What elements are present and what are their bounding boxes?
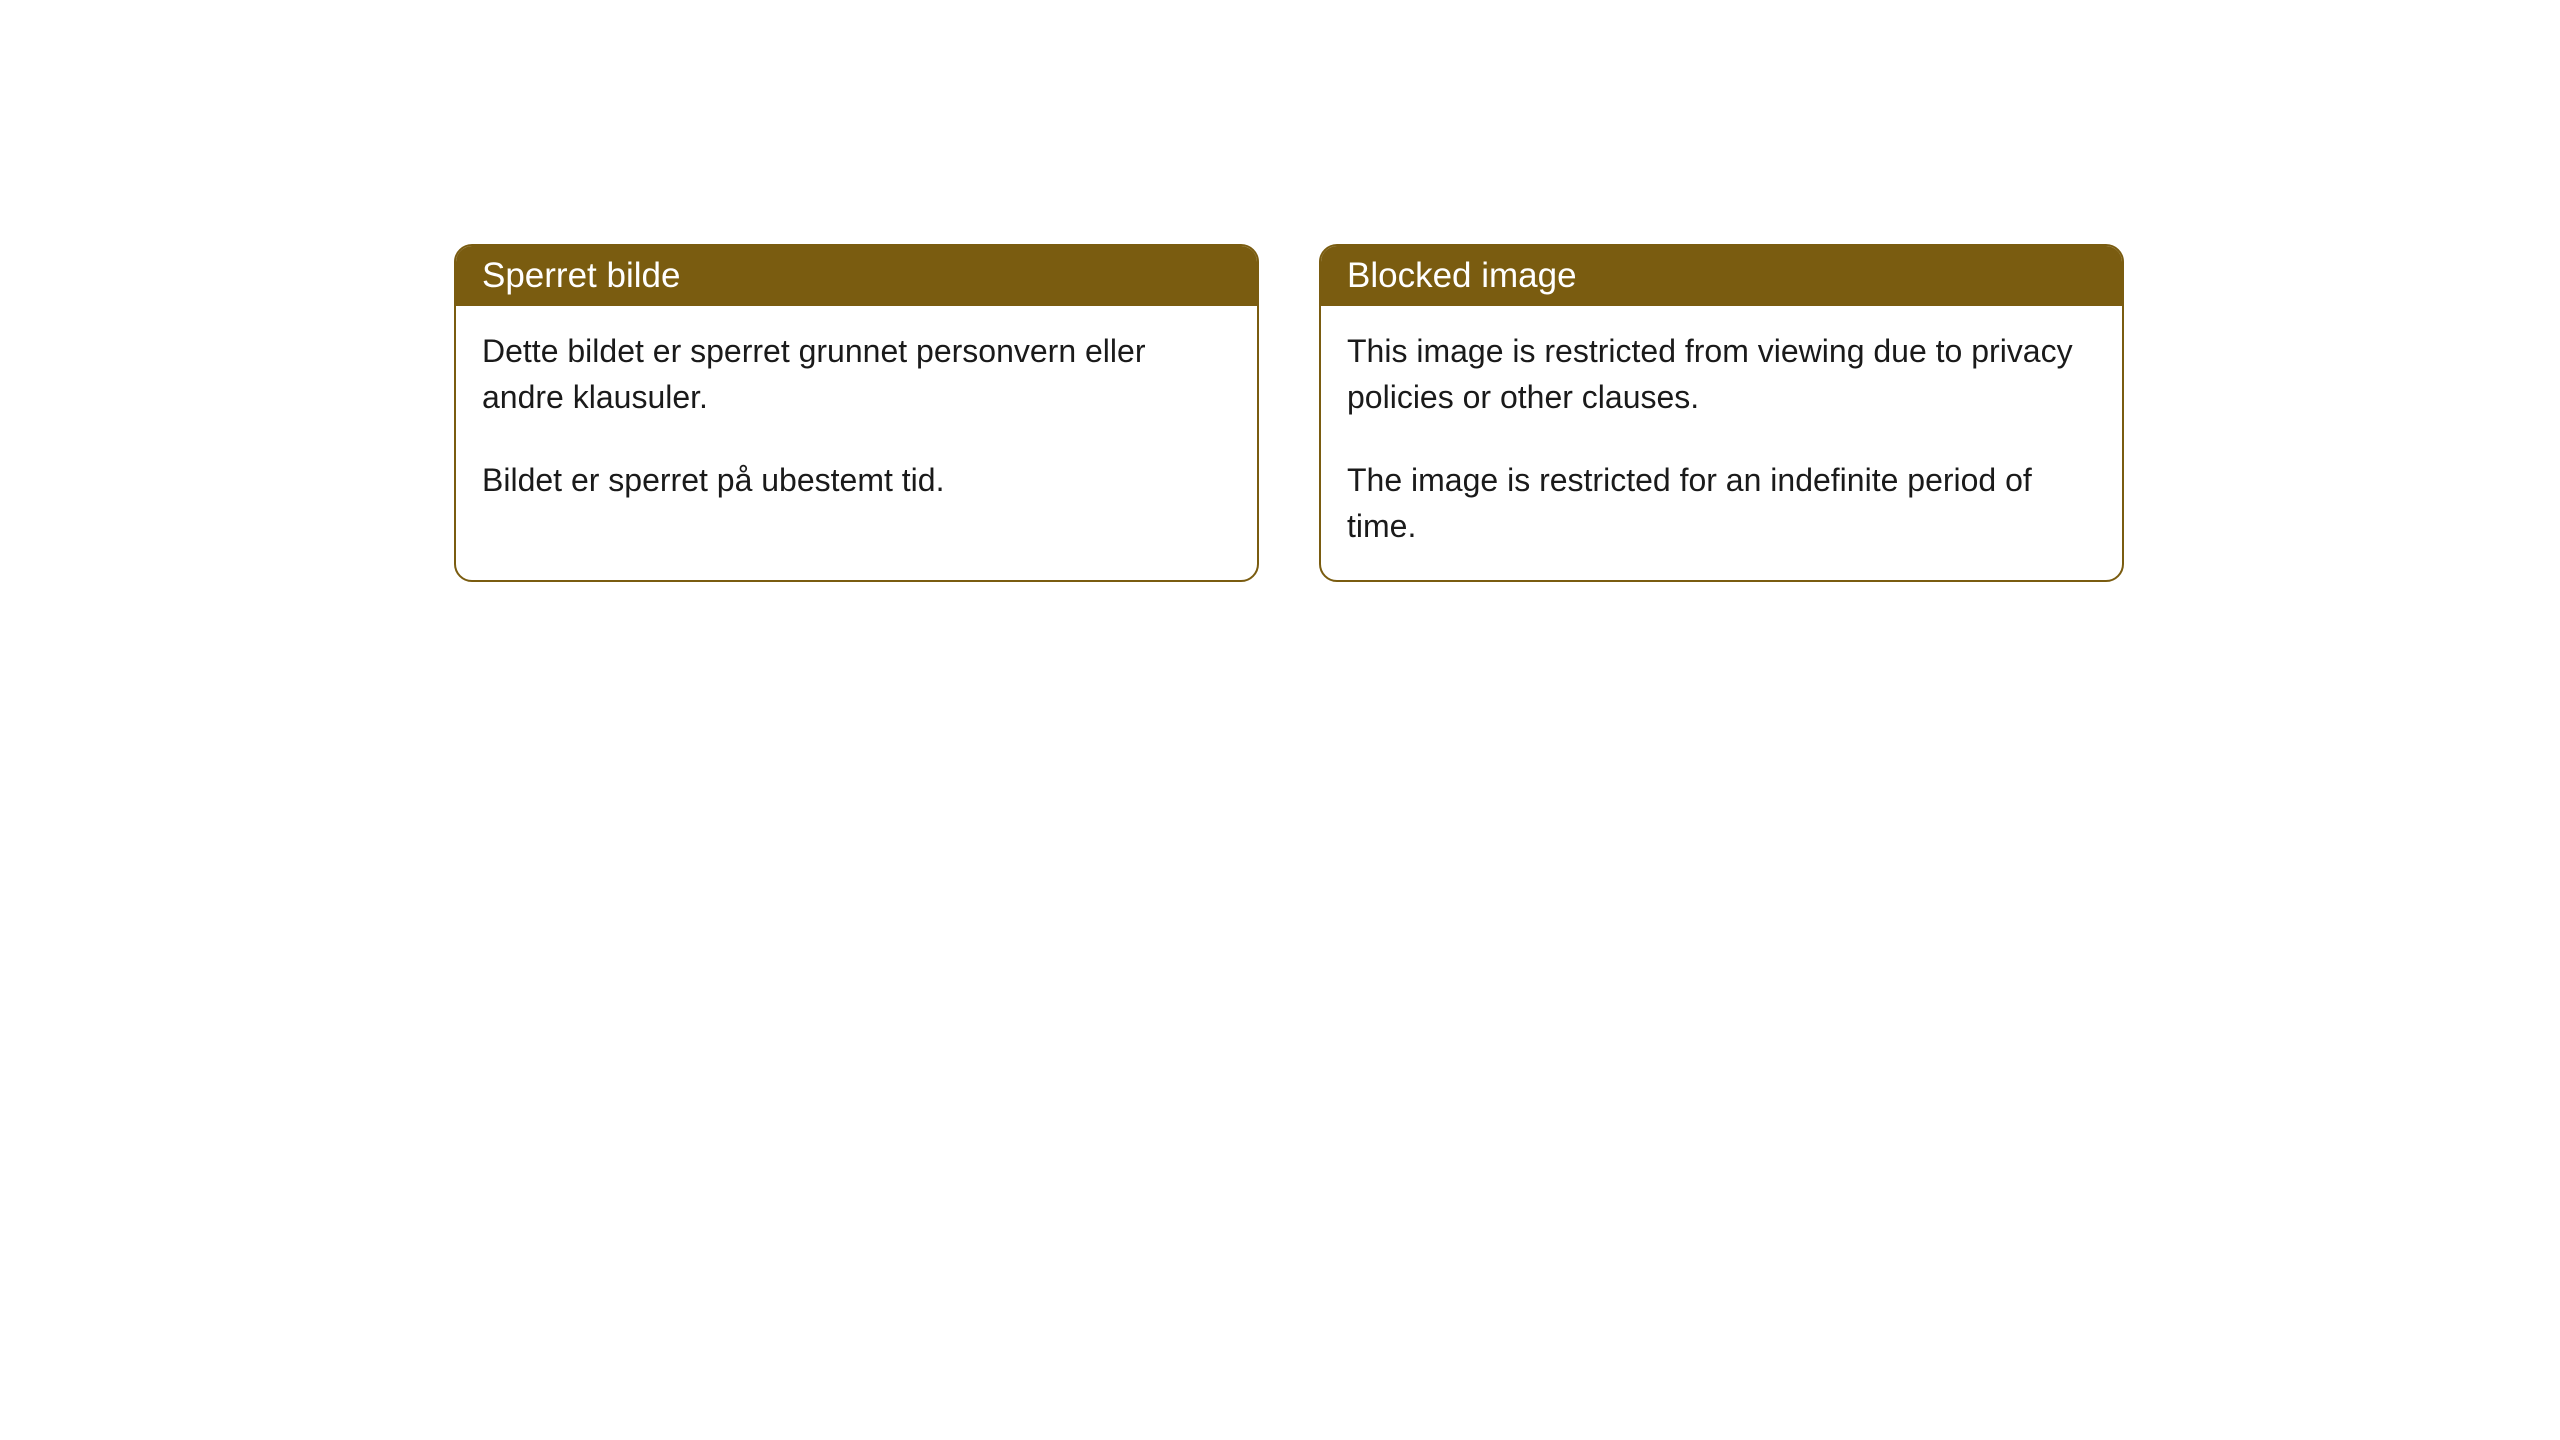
card-header-english: Blocked image	[1321, 246, 2122, 306]
card-container: Sperret bilde Dette bildet er sperret gr…	[454, 244, 2560, 582]
card-header-norwegian: Sperret bilde	[456, 246, 1257, 306]
card-english: Blocked image This image is restricted f…	[1319, 244, 2124, 582]
card-body-norwegian: Dette bildet er sperret grunnet personve…	[456, 306, 1257, 533]
card-title-norwegian: Sperret bilde	[482, 256, 680, 295]
card-norwegian: Sperret bilde Dette bildet er sperret gr…	[454, 244, 1259, 582]
card-text-english-2: The image is restricted for an indefinit…	[1347, 457, 2096, 550]
card-text-norwegian-1: Dette bildet er sperret grunnet personve…	[482, 328, 1231, 421]
card-text-norwegian-2: Bildet er sperret på ubestemt tid.	[482, 457, 1231, 503]
card-body-english: This image is restricted from viewing du…	[1321, 306, 2122, 580]
card-text-english-1: This image is restricted from viewing du…	[1347, 328, 2096, 421]
card-title-english: Blocked image	[1347, 256, 1577, 295]
